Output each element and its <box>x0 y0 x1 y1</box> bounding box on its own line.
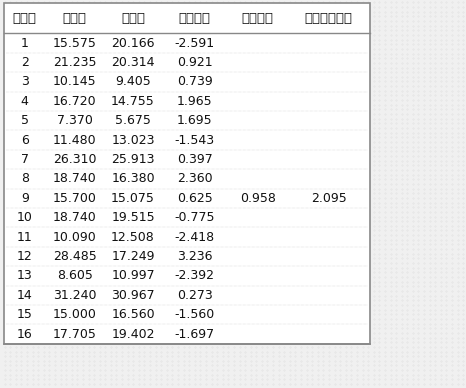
Text: 26.310: 26.310 <box>53 153 96 166</box>
Text: 8.605: 8.605 <box>57 269 93 282</box>
Text: 0.625: 0.625 <box>177 192 212 205</box>
Text: 21.235: 21.235 <box>53 56 96 69</box>
Text: 10.090: 10.090 <box>53 230 96 244</box>
Text: 0.397: 0.397 <box>177 153 212 166</box>
Text: 预测标准偏差: 预测标准偏差 <box>305 12 353 25</box>
Text: 13.023: 13.023 <box>111 133 155 147</box>
Text: 2: 2 <box>21 56 28 69</box>
Text: -1.543: -1.543 <box>175 133 215 147</box>
Text: 相关系数: 相关系数 <box>242 12 274 25</box>
Text: 12: 12 <box>17 250 33 263</box>
Text: 4: 4 <box>21 95 28 108</box>
Text: 3: 3 <box>21 75 28 88</box>
Text: 0.921: 0.921 <box>177 56 212 69</box>
Text: -0.775: -0.775 <box>175 211 215 224</box>
Text: 2.360: 2.360 <box>177 172 212 185</box>
Text: 13: 13 <box>17 269 33 282</box>
Text: 5: 5 <box>21 114 29 127</box>
Text: 17.705: 17.705 <box>53 327 97 341</box>
Text: 30.967: 30.967 <box>111 289 155 302</box>
Text: 测定值: 测定值 <box>63 12 87 25</box>
Text: 10: 10 <box>17 211 33 224</box>
Text: 31.240: 31.240 <box>53 289 96 302</box>
Text: 7.370: 7.370 <box>57 114 93 127</box>
Text: 0.958: 0.958 <box>240 192 275 205</box>
Text: 14: 14 <box>17 289 33 302</box>
Text: 25.913: 25.913 <box>111 153 155 166</box>
Text: 19.402: 19.402 <box>111 327 155 341</box>
Text: -2.418: -2.418 <box>175 230 215 244</box>
Text: 预测值: 预测值 <box>121 12 145 25</box>
Text: -1.560: -1.560 <box>175 308 215 321</box>
Text: 6: 6 <box>21 133 28 147</box>
Text: -1.697: -1.697 <box>175 327 215 341</box>
Bar <box>4 3 370 344</box>
Text: 样品号: 样品号 <box>13 12 37 25</box>
Text: 15.000: 15.000 <box>53 308 97 321</box>
Text: 10.997: 10.997 <box>111 269 155 282</box>
Text: 14.755: 14.755 <box>111 95 155 108</box>
Text: 8: 8 <box>21 172 29 185</box>
Text: -2.591: -2.591 <box>175 36 215 50</box>
Text: 18.740: 18.740 <box>53 211 96 224</box>
Text: 0.739: 0.739 <box>177 75 212 88</box>
Text: 1.965: 1.965 <box>177 95 212 108</box>
Text: 7: 7 <box>21 153 29 166</box>
Text: 绝对偏差: 绝对偏差 <box>179 12 211 25</box>
Text: 11: 11 <box>17 230 33 244</box>
Text: 20.166: 20.166 <box>111 36 155 50</box>
Text: 12.508: 12.508 <box>111 230 155 244</box>
Text: 0.273: 0.273 <box>177 289 212 302</box>
Text: 9.405: 9.405 <box>115 75 151 88</box>
Text: 17.249: 17.249 <box>111 250 155 263</box>
Text: 3.236: 3.236 <box>177 250 212 263</box>
Text: 15.575: 15.575 <box>53 36 97 50</box>
Text: 1: 1 <box>21 36 28 50</box>
Text: 2.095: 2.095 <box>311 192 347 205</box>
Text: 9: 9 <box>21 192 28 205</box>
Text: 19.515: 19.515 <box>111 211 155 224</box>
Text: 10.145: 10.145 <box>53 75 96 88</box>
Text: 28.485: 28.485 <box>53 250 96 263</box>
Text: -2.392: -2.392 <box>175 269 215 282</box>
Text: 20.314: 20.314 <box>111 56 155 69</box>
Text: 18.740: 18.740 <box>53 172 96 185</box>
Text: 11.480: 11.480 <box>53 133 96 147</box>
Text: 15: 15 <box>17 308 33 321</box>
Text: 5.675: 5.675 <box>115 114 151 127</box>
Text: 16.720: 16.720 <box>53 95 96 108</box>
Text: 16.380: 16.380 <box>111 172 155 185</box>
Text: 1.695: 1.695 <box>177 114 212 127</box>
Text: 16: 16 <box>17 327 33 341</box>
Text: 15.075: 15.075 <box>111 192 155 205</box>
Text: 15.700: 15.700 <box>53 192 97 205</box>
Text: 16.560: 16.560 <box>111 308 155 321</box>
